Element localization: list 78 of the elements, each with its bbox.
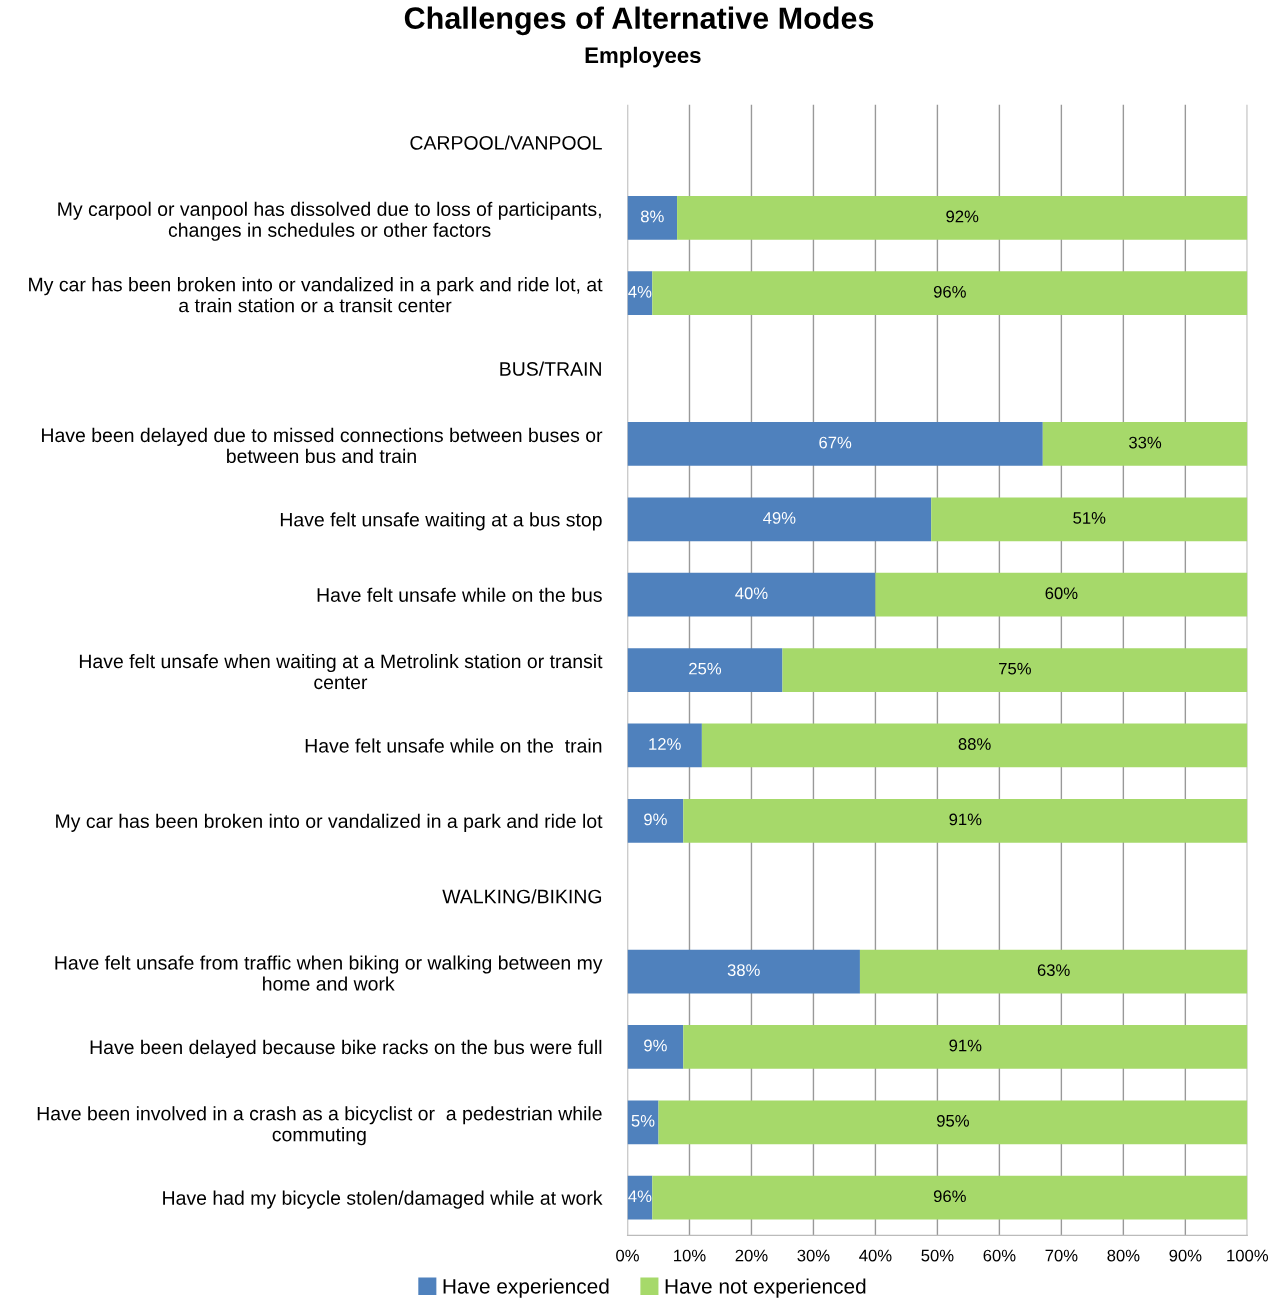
x-tick-label: 60%	[983, 1249, 1016, 1262]
data-label: 4%	[628, 285, 652, 298]
bar	[782, 648, 1248, 692]
x-tick-label: 30%	[797, 1249, 830, 1262]
y-tick-label: Have felt unsafe waiting at a bus stop	[280, 512, 602, 531]
bar	[627, 949, 860, 994]
x-tick-label: 80%	[1107, 1249, 1140, 1262]
bar	[683, 798, 1248, 843]
x-tick-label: 50%	[921, 1249, 954, 1262]
data-label: 4%	[628, 1190, 652, 1203]
y-tick-label: CARPOOL/VANPOOL	[410, 135, 602, 150]
y-tick-label: Have felt unsafe while on the bus	[317, 587, 602, 602]
data-label: 40%	[735, 587, 768, 600]
data-label: 25%	[689, 662, 722, 675]
bar	[931, 497, 1248, 542]
bar	[627, 422, 1043, 466]
x-tick-label: 90%	[1169, 1249, 1202, 1262]
bar	[1042, 422, 1248, 466]
data-label: 9%	[644, 1039, 667, 1052]
bar	[683, 1025, 1248, 1069]
data-label: 60%	[1045, 587, 1078, 600]
data-label: 91%	[949, 813, 982, 826]
data-label: 63%	[1037, 964, 1070, 977]
y-tick-label: Have been delayed because bike racks on the bus were full	[90, 1039, 602, 1058]
data-label: 9%	[644, 813, 667, 826]
bar	[652, 271, 1248, 316]
data-label: 49%	[763, 512, 796, 524]
y-tick-label: Have felt unsafe when waiting at a Metrolink station or transit center	[79, 653, 603, 690]
x-tick-label: 20%	[735, 1249, 768, 1262]
x-tick-label: 100%	[1227, 1249, 1269, 1262]
data-label: 75%	[999, 662, 1031, 675]
bar	[658, 1100, 1248, 1145]
bar	[652, 1175, 1248, 1220]
bar	[627, 271, 653, 316]
bar	[627, 1100, 659, 1145]
data-label: 67%	[819, 436, 852, 449]
data-label: 92%	[946, 210, 979, 223]
y-tick-label: My carpool or vanpool has dissolved due to loss of participants, changes in schedules or other factors	[58, 201, 601, 241]
bar	[627, 1175, 653, 1220]
bar	[875, 572, 1248, 617]
data-label: 96%	[933, 1190, 966, 1203]
x-tick-label: 70%	[1045, 1249, 1078, 1262]
y-tick-label: Have been delayed due to missed connections between buses or between bus and train	[42, 427, 603, 464]
bar	[701, 723, 1248, 768]
data-label: 8%	[640, 210, 664, 223]
x-tick-label: 0%	[616, 1249, 639, 1262]
data-label: 95%	[937, 1114, 969, 1127]
legend-label: Have experienced	[443, 1278, 609, 1298]
data-label: 5%	[631, 1115, 655, 1127]
bar	[627, 497, 932, 542]
bar	[627, 196, 678, 240]
bar	[627, 1025, 684, 1069]
legend-label: Have not experienced	[665, 1278, 866, 1298]
y-tick-label: Have felt unsafe while on the train	[305, 738, 602, 753]
y-tick-label: Have felt unsafe from traffic when biking or walking between my home and work	[55, 955, 603, 991]
bar	[627, 648, 783, 692]
y-tick-label: Have been involved in a crash as a bicyclist or a pedestrian while commuting	[37, 1106, 602, 1146]
y-tick-label: Have had my bicycle stolen/damaged while at work	[163, 1190, 603, 1209]
bar	[627, 572, 876, 617]
bar	[859, 949, 1248, 994]
y-tick-label: My car has been broken into or vandalized in a park and ride lot, at a train station or a transit center	[29, 277, 603, 313]
x-tick-label: 40%	[859, 1249, 892, 1262]
bar	[627, 723, 702, 768]
bar	[627, 798, 684, 843]
data-label: 96%	[933, 285, 966, 298]
chart-subtitle: Employees	[585, 46, 701, 68]
y-tick-label: My car has been broken into or vandalized in a park and ride lot	[56, 813, 603, 832]
data-label: 12%	[649, 738, 681, 750]
x-tick-label: 10%	[674, 1249, 706, 1262]
data-label: 88%	[958, 738, 991, 750]
data-label: 33%	[1129, 436, 1162, 449]
data-label: 91%	[949, 1039, 982, 1052]
bar	[677, 196, 1248, 240]
y-tick-label: WALKING/BIKING	[442, 889, 602, 904]
chart-title: Challenges of Alternative Modes	[404, 6, 874, 36]
data-label: 38%	[727, 964, 760, 977]
data-label: 51%	[1073, 512, 1106, 524]
y-tick-label: BUS/TRAIN	[500, 361, 601, 376]
